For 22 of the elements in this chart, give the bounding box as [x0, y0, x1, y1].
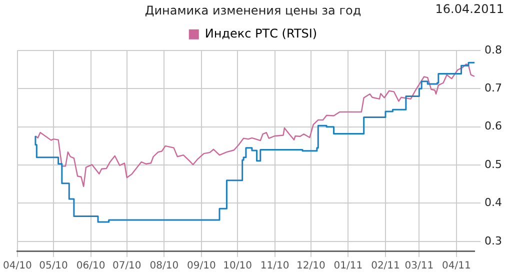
y-tick-label: 0.3: [484, 234, 502, 248]
x-tick-label: 04/11: [442, 260, 471, 272]
x-tick-label: 03/11: [404, 260, 434, 272]
x-tick-label: 10/10: [223, 260, 252, 272]
x-tick-label: 12/10: [296, 260, 326, 272]
x-tick-label: 08/10: [150, 260, 179, 272]
y-tick-label: 0.7: [484, 81, 502, 94]
x-tick-label: 06/10: [76, 260, 106, 272]
text: 16.04.2011: [435, 2, 504, 16]
x-tick-label: 11/10: [260, 260, 290, 272]
x-tick-label: 01/11: [334, 260, 363, 272]
x-tick-label: 05/10: [39, 260, 68, 272]
y-tick-label: 0.4: [484, 196, 502, 210]
x-tick-label: 09/10: [187, 260, 216, 272]
x-tick-label: 02/11: [371, 260, 400, 272]
chart-title: Динамика изменения цены за год: [144, 3, 362, 18]
y-tick-label: 0.8: [484, 43, 502, 56]
legend-label: Индекс РТС (RTSI): [204, 26, 318, 41]
y-tick-label: 0.6: [484, 120, 502, 133]
y-tick-label: 0.5: [484, 158, 502, 171]
x-tick-label: 04/10: [2, 260, 32, 272]
x-tick-label: 07/10: [112, 260, 142, 272]
